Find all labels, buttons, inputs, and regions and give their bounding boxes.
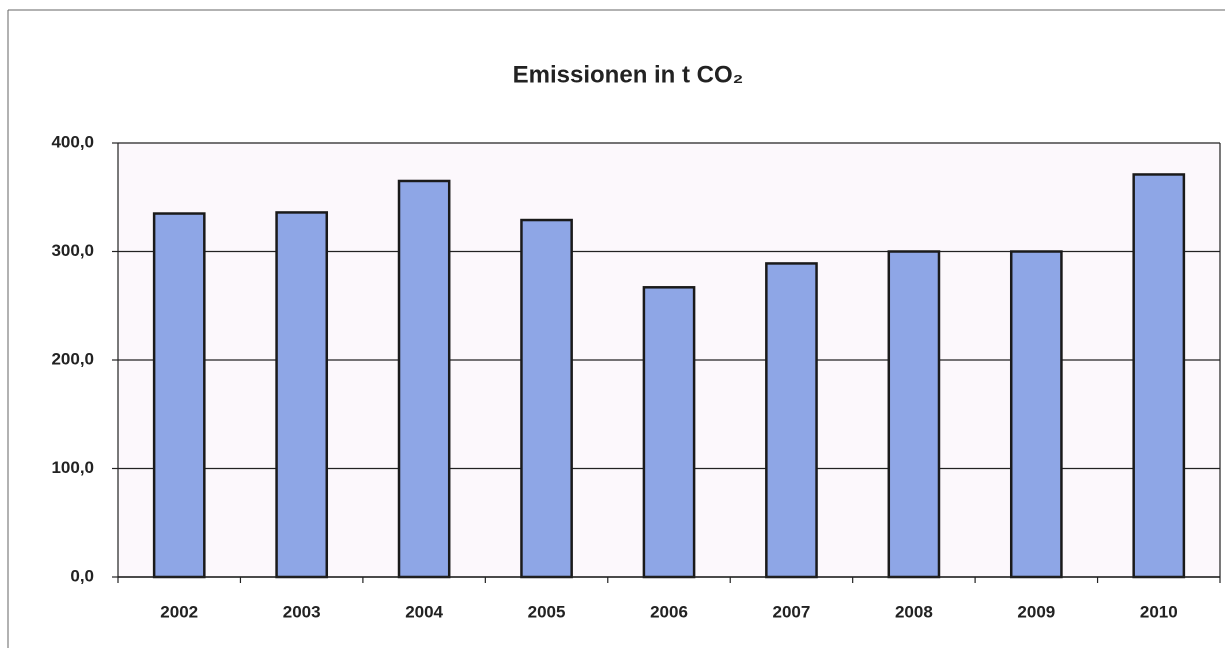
- bar: [397, 179, 451, 579]
- x-tick-label: 2007: [773, 602, 811, 621]
- bar: [765, 262, 818, 579]
- x-tick-label: 2002: [160, 602, 198, 621]
- bar: [1132, 173, 1186, 579]
- bar: [520, 218, 573, 579]
- x-tick-label: 2003: [283, 602, 321, 621]
- y-tick-label: 0,0: [70, 566, 94, 585]
- bar: [642, 286, 696, 579]
- x-tick-label: 2010: [1140, 602, 1178, 621]
- bar: [152, 212, 206, 579]
- x-tick-label: 2008: [895, 602, 933, 621]
- chart-title: Emissionen in t CO₂: [513, 61, 744, 88]
- bar: [1009, 250, 1063, 579]
- bar: [275, 211, 329, 579]
- x-tick-label: 2006: [650, 602, 688, 621]
- bar: [887, 250, 941, 579]
- x-tick-label: 2009: [1017, 602, 1055, 621]
- y-tick-label: 300,0: [51, 241, 94, 260]
- y-tick-label: 100,0: [51, 458, 94, 477]
- y-tick-label: 400,0: [51, 132, 94, 151]
- y-tick-label: 200,0: [51, 349, 94, 368]
- x-tick-label: 2005: [528, 602, 566, 621]
- x-tick-label: 2004: [405, 602, 443, 621]
